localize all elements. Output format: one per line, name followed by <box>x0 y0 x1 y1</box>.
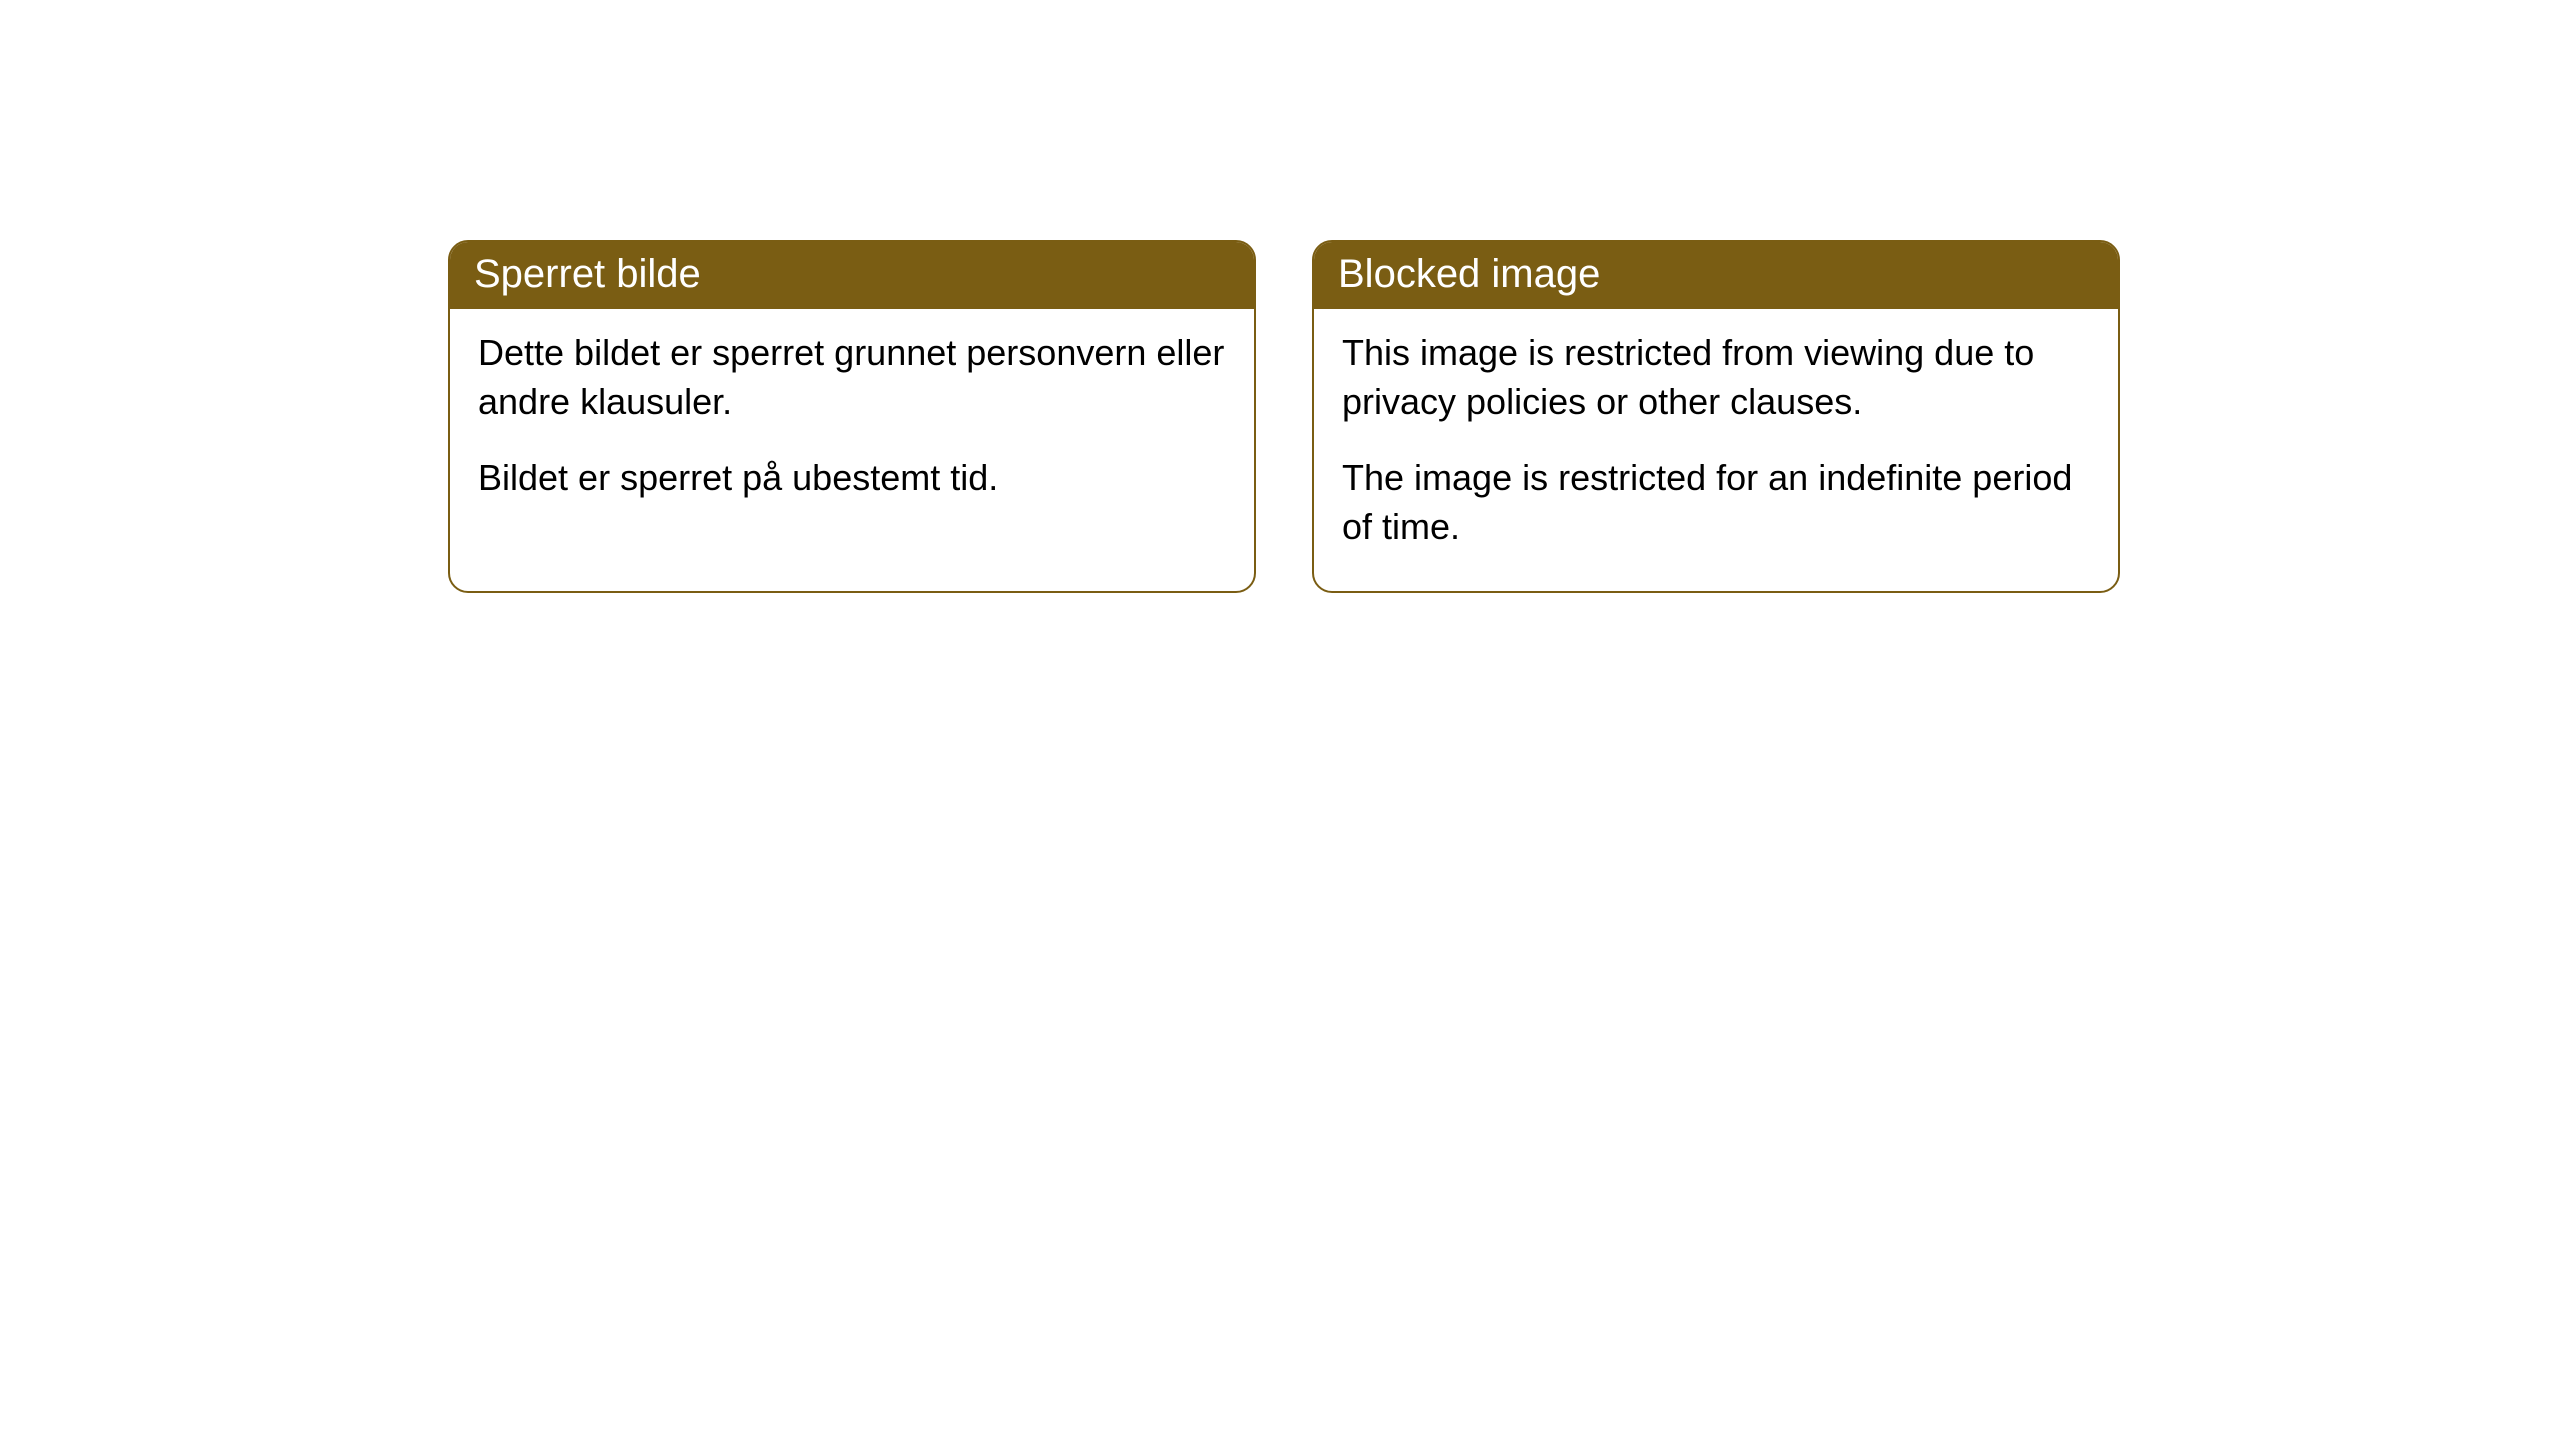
card-body-en: This image is restricted from viewing du… <box>1314 309 2118 591</box>
card-text-en-2: The image is restricted for an indefinit… <box>1342 454 2090 551</box>
card-header-no: Sperret bilde <box>450 242 1254 309</box>
blocked-image-card-norwegian: Sperret bilde Dette bildet er sperret gr… <box>448 240 1256 593</box>
card-text-no-1: Dette bildet er sperret grunnet personve… <box>478 329 1226 426</box>
blocked-image-card-english: Blocked image This image is restricted f… <box>1312 240 2120 593</box>
card-title-no: Sperret bilde <box>474 252 701 296</box>
card-text-en-1: This image is restricted from viewing du… <box>1342 329 2090 426</box>
card-title-en: Blocked image <box>1338 252 1600 296</box>
notice-cards-container: Sperret bilde Dette bildet er sperret gr… <box>448 240 2120 593</box>
card-body-no: Dette bildet er sperret grunnet personve… <box>450 309 1254 543</box>
card-header-en: Blocked image <box>1314 242 2118 309</box>
card-text-no-2: Bildet er sperret på ubestemt tid. <box>478 454 1226 503</box>
